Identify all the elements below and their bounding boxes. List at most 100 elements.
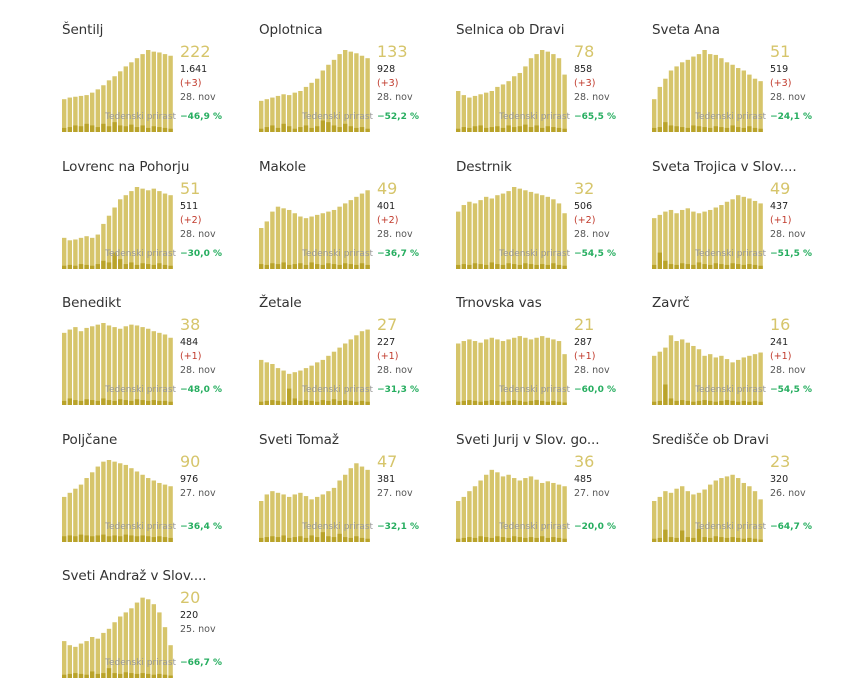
municipality-card[interactable]: Benedikt 38 484 (+1) 28. nov Tedenski prirast…: [62, 295, 222, 415]
active-cases-bar: [713, 54, 718, 132]
weekly-growth-value: −31,3 %: [377, 385, 419, 395]
active-cases-bar: [343, 203, 348, 269]
daily-change-value: (+3): [377, 78, 399, 89]
weekly-growth-label: Tedenski prirast: [499, 249, 571, 259]
active-cases-bar: [359, 331, 365, 405]
municipality-card[interactable]: Selnica ob Dravi 78 858 (+3) 28. nov Tedenski…: [456, 22, 616, 142]
active-cases-bar: [512, 337, 517, 405]
municipality-name: Destrnik: [456, 159, 512, 175]
new-cases-bar: [517, 400, 522, 405]
active-cases-bar: [478, 94, 483, 132]
active-cases-bar: [500, 476, 506, 542]
new-cases-bar: [540, 127, 545, 132]
municipality-name: Lovrenc na Pohorju: [62, 159, 190, 175]
municipality-name: Sveti Tomaž: [259, 432, 339, 448]
new-cases-bar: [112, 535, 117, 542]
new-cases-bar: [134, 399, 140, 405]
new-cases-bar: [129, 124, 134, 132]
new-cases-bar: [309, 262, 314, 269]
active-cases-bar: [495, 472, 500, 542]
municipality-card[interactable]: Zavrč 16 241 (+1) 28. nov Tedenski prirast −54…: [652, 295, 812, 415]
new-cases-bar: [365, 264, 370, 269]
active-cases-bar: [281, 494, 286, 542]
municipality-card[interactable]: Sveti Andraž v Slov.... 20 220 25. nov Teden…: [62, 568, 222, 688]
active-cases-bar: [354, 335, 359, 405]
new-cases-bar: [146, 673, 151, 678]
active-cases-bar: [713, 480, 718, 542]
municipality-card[interactable]: Sveta Ana 51 519 (+3) 28. nov Tedenski priras…: [652, 22, 812, 142]
active-cases-bar: [708, 484, 713, 542]
new-cases-bar: [758, 265, 763, 269]
active-cases-bar: [259, 501, 264, 542]
active-cases-bar: [657, 86, 662, 132]
mini-bar-chart: [652, 474, 763, 542]
weekly-growth-value: −54,5 %: [574, 249, 616, 259]
new-cases-bar: [73, 536, 78, 542]
municipality-card[interactable]: Središče ob Dravi 23 320 26. nov Tedenski pr…: [652, 432, 812, 552]
new-cases-bar: [657, 252, 662, 269]
active-cases-bar: [106, 215, 112, 269]
municipality-card[interactable]: Šentilj 222 1.641 (+3) 28. nov Tedenski prira…: [62, 22, 222, 142]
municipality-card[interactable]: Trnovska vas 21 287 (+1) 28. nov Tedenski pri…: [456, 295, 616, 415]
active-cases-bar: [534, 193, 539, 269]
last-update-date: 28. nov: [180, 92, 216, 103]
active-cases-bar: [129, 468, 134, 542]
active-cases-bar: [472, 203, 478, 269]
active-cases-bar: [719, 58, 724, 132]
active-cases-value: 32: [574, 179, 595, 198]
new-cases-bar: [331, 264, 337, 269]
new-cases-bar: [517, 264, 522, 269]
new-cases-bar: [106, 126, 112, 132]
active-cases-bar: [320, 213, 325, 269]
mini-bar-chart: [259, 50, 370, 132]
last-update-date: 28. nov: [574, 229, 610, 240]
total-cases-value: 401: [377, 201, 396, 212]
active-cases-bar: [264, 362, 269, 405]
active-cases-bar: [736, 478, 741, 542]
new-cases-bar: [752, 538, 758, 542]
active-cases-bar: [752, 200, 758, 269]
new-cases-bar: [73, 125, 78, 132]
active-cases-bar: [287, 95, 292, 132]
new-cases-bar: [281, 262, 286, 269]
municipality-card[interactable]: Sveti Tomaž 47 381 27. nov Tedenski prirast −…: [259, 432, 419, 552]
active-cases-bar: [157, 332, 162, 405]
new-cases-bar: [62, 127, 67, 132]
total-cases-value: 484: [180, 337, 199, 348]
new-cases-bar: [90, 265, 95, 269]
new-cases-bar: [275, 400, 281, 405]
mini-bar-chart: [259, 463, 370, 542]
new-cases-bar: [146, 264, 151, 269]
new-cases-bar: [298, 536, 303, 542]
municipality-card[interactable]: Poljčane 90 976 27. nov Tedenski prirast −36,…: [62, 432, 222, 552]
municipality-card[interactable]: Sveta Trojica v Slov.... 49 437 (+1) 28. nov…: [652, 159, 812, 279]
active-cases-bar: [84, 236, 89, 269]
active-cases-bar: [730, 199, 735, 269]
municipality-card[interactable]: Lovrenc na Pohorju 51 511 (+2) 28. nov Tedens…: [62, 159, 222, 279]
active-cases-bar: [545, 51, 550, 132]
municipality-card[interactable]: Sveti Jurij v Slov. go... 36 485 27. nov Ted…: [456, 432, 616, 552]
municipality-card[interactable]: Destrnik 32 506 (+2) 28. nov Tedenski prirast…: [456, 159, 616, 279]
total-cases-value: 506: [574, 201, 593, 212]
mini-bar-chart: [456, 469, 567, 542]
active-cases-bar: [534, 337, 539, 405]
new-cases-bar: [95, 400, 100, 405]
new-cases-bar: [151, 126, 156, 132]
active-cases-bar: [724, 62, 730, 132]
active-cases-bar: [359, 55, 365, 132]
active-cases-bar: [540, 336, 545, 405]
municipality-card[interactable]: Makole 49 401 (+2) 28. nov Tedenski prirast −3…: [259, 159, 419, 279]
municipality-card[interactable]: Oplotnica 133 928 (+3) 28. nov Tedenski prira…: [259, 22, 419, 142]
active-cases-bar: [292, 92, 297, 132]
active-cases-bar: [151, 188, 156, 269]
municipality-card[interactable]: Žetale 27 227 (+1) 28. nov Tedenski prirast −3…: [259, 295, 419, 415]
new-cases-bar: [315, 126, 320, 132]
active-cases-bar: [495, 86, 500, 132]
active-cases-bar: [713, 207, 718, 269]
active-cases-bar: [551, 339, 556, 405]
active-cases-bar: [758, 203, 763, 269]
active-cases-bar: [134, 58, 140, 132]
new-cases-bar: [528, 127, 534, 132]
active-cases-bar: [730, 64, 735, 132]
new-cases-bar: [320, 532, 325, 542]
